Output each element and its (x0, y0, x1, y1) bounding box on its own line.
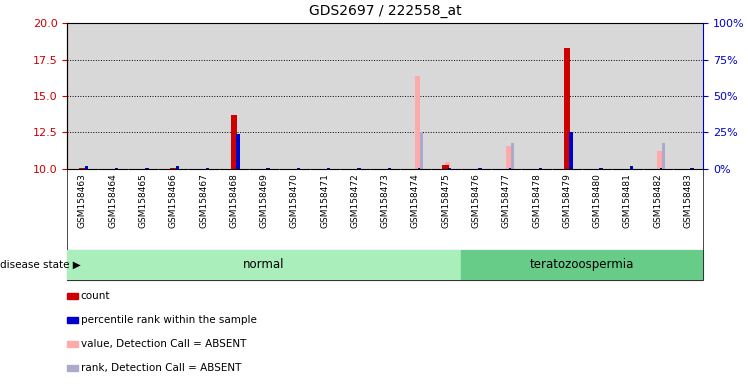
Bar (358, 167, 361, 169)
Bar (415, 76, 420, 169)
Bar (448, 167, 452, 169)
Text: GSM158473: GSM158473 (381, 173, 390, 228)
Bar (660, 167, 663, 169)
Bar (690, 167, 693, 169)
Text: GSM158471: GSM158471 (320, 173, 329, 228)
Text: GSM158470: GSM158470 (290, 173, 299, 228)
Text: GSM158480: GSM158480 (592, 173, 601, 228)
Text: GSM158466: GSM158466 (169, 173, 178, 228)
Text: GSM158469: GSM158469 (260, 173, 269, 228)
Bar (230, 115, 237, 169)
Bar (539, 167, 542, 169)
Text: percentile rank within the sample: percentile rank within the sample (81, 315, 257, 325)
Text: GSM158475: GSM158475 (441, 173, 450, 228)
Text: rank, Detection Call = ABSENT: rank, Detection Call = ABSENT (81, 363, 241, 373)
Text: normal: normal (243, 258, 285, 271)
Text: GSM158483: GSM158483 (684, 173, 693, 228)
Bar (85, 166, 88, 169)
Bar (420, 132, 423, 169)
Bar (145, 167, 149, 169)
Bar (79, 168, 86, 169)
Bar (297, 167, 300, 169)
Bar (67, 250, 461, 280)
Text: disease state ▶: disease state ▶ (0, 260, 81, 270)
Text: GSM158474: GSM158474 (411, 173, 420, 228)
Text: GSM158476: GSM158476 (471, 173, 480, 228)
Text: GDS2697 / 222558_at: GDS2697 / 222558_at (309, 4, 462, 18)
Bar (445, 162, 450, 169)
Text: GSM158477: GSM158477 (502, 173, 511, 228)
Bar (479, 167, 482, 169)
Bar (67, 317, 78, 323)
Bar (569, 132, 572, 169)
Bar (599, 167, 603, 169)
Bar (266, 167, 270, 169)
Bar (327, 167, 331, 169)
Text: value, Detection Call = ABSENT: value, Detection Call = ABSENT (81, 339, 246, 349)
Bar (67, 341, 78, 347)
Text: GSM158478: GSM158478 (532, 173, 541, 228)
Bar (176, 166, 179, 169)
Bar (657, 151, 663, 169)
Bar (67, 365, 78, 371)
Text: GSM158464: GSM158464 (108, 173, 117, 228)
Text: GSM158467: GSM158467 (199, 173, 208, 228)
Bar (170, 168, 177, 169)
Text: GSM158468: GSM158468 (230, 173, 239, 228)
Bar (506, 146, 511, 169)
Bar (511, 143, 514, 169)
Text: GSM158479: GSM158479 (562, 173, 571, 228)
Bar (115, 167, 118, 169)
Bar (236, 134, 239, 169)
Bar (461, 250, 703, 280)
Bar (563, 48, 570, 169)
Text: GSM158465: GSM158465 (138, 173, 147, 228)
Bar (630, 166, 633, 169)
Bar (442, 165, 449, 169)
Bar (387, 167, 391, 169)
Bar (206, 167, 209, 169)
Bar (67, 293, 78, 299)
Text: GSM158463: GSM158463 (78, 173, 87, 228)
Text: GSM158482: GSM158482 (653, 173, 662, 228)
Bar (418, 167, 421, 169)
Bar (509, 167, 512, 169)
Bar (662, 143, 666, 169)
Text: teratozoospermia: teratozoospermia (530, 258, 634, 271)
Text: GSM158481: GSM158481 (623, 173, 632, 228)
Text: GSM158472: GSM158472 (351, 173, 360, 228)
Text: count: count (81, 291, 110, 301)
